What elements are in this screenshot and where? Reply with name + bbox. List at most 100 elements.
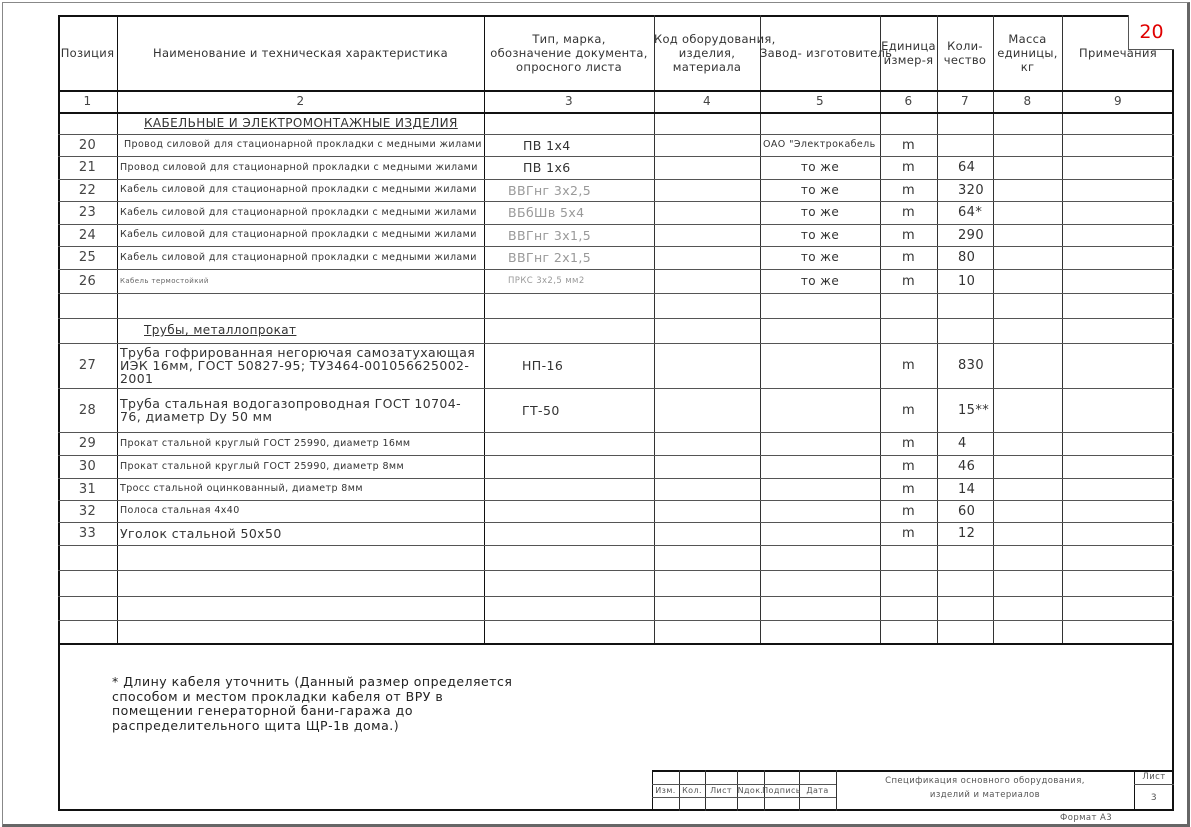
item-type: ПРКС 3х2,5 мм2 <box>508 275 585 286</box>
manufacturer: ОАО "Электрокабель <box>763 139 876 150</box>
row-divider <box>58 545 1174 546</box>
item-type: ВВГнг 3х2,5 <box>508 182 592 198</box>
column-header-5: Завод- изготовитель <box>760 15 892 90</box>
quantity: 14 <box>958 481 976 497</box>
item-type: НП-16 <box>522 358 564 373</box>
row-divider <box>58 156 1174 157</box>
item-name: Тросс стальной оцинкованный, диаметр 8мм <box>120 483 363 494</box>
title-block-divider <box>836 770 837 811</box>
position-number: 27 <box>78 358 97 373</box>
quantity: 64* <box>958 205 983 220</box>
unit: m <box>901 526 916 541</box>
title-block-top <box>652 770 1174 772</box>
column-number: 8 <box>1023 93 1032 108</box>
row-divider <box>58 570 1174 571</box>
column-header-text: кг <box>1020 59 1035 74</box>
title-block-divider <box>764 770 765 811</box>
column-header-text: Код оборудования, <box>654 31 776 46</box>
header-divider <box>58 112 1174 114</box>
unit: m <box>901 358 916 373</box>
item-type: ВБбШв 5х4 <box>508 205 585 220</box>
column-header-text: Наименование и техническая характеристик… <box>153 45 448 60</box>
item-name: Прокат стальной круглый ГОСТ 25990, диам… <box>120 460 405 472</box>
header-divider <box>58 90 1174 92</box>
quantity: 15** <box>958 402 990 418</box>
row-divider <box>58 522 1174 523</box>
item-name: Кабель силовой для стационарной прокладк… <box>120 184 477 195</box>
column-header-3: Тип, марка, обозначение документа, опросно… <box>484 15 654 90</box>
row-divider <box>58 269 1174 270</box>
unit: m <box>901 503 916 519</box>
column-number: 6 <box>904 93 913 108</box>
title-block-label: Nдок. <box>737 786 764 795</box>
column-header-7: Коли-чество <box>937 15 993 90</box>
column-divider <box>760 15 761 643</box>
column-divider <box>117 15 118 643</box>
column-header-8: Масса единицы, кг <box>993 15 1062 90</box>
row-divider <box>58 620 1174 621</box>
manufacturer: то же <box>800 273 840 288</box>
title-block-row <box>652 797 836 798</box>
item-name: Провод силовой для стационарной прокладк… <box>124 139 482 150</box>
item-type: ВВГнг 2х1,5 <box>508 250 592 265</box>
quantity: 80 <box>958 250 976 265</box>
position-number: 32 <box>78 503 97 519</box>
unit: m <box>901 436 916 451</box>
column-divider <box>993 15 994 643</box>
position-number: 26 <box>78 273 97 289</box>
row-divider <box>58 224 1174 225</box>
title-block-divider <box>737 770 738 811</box>
unit: m <box>901 205 916 220</box>
row-divider <box>58 455 1174 456</box>
unit: m <box>901 459 916 474</box>
column-divider <box>880 15 881 643</box>
footnote-line: способом и местом прокладки кабеля от ВР… <box>112 688 444 704</box>
item-type: ПВ 1х6 <box>523 160 571 175</box>
sheet-label: Лист <box>1142 772 1166 782</box>
row-divider <box>58 134 1174 135</box>
position-number: 24 <box>78 227 97 243</box>
sheet-number: 3 <box>1150 792 1158 803</box>
position-number: 20 <box>78 137 97 153</box>
column-number: 3 <box>564 93 574 108</box>
quantity: 320 <box>958 182 985 198</box>
column-header-text: чество <box>943 52 987 67</box>
unit: m <box>901 182 916 198</box>
title-block-description: изделий и материалов <box>929 789 1041 800</box>
position-number: 28 <box>78 402 97 418</box>
unit: m <box>901 273 916 289</box>
item-name: Труба стальная водогазопроводная ГОСТ 10… <box>120 396 462 424</box>
row-divider <box>58 596 1174 597</box>
title-block-edge <box>652 770 653 811</box>
column-number: 7 <box>960 93 970 108</box>
column-header-1: Позиция <box>58 15 117 90</box>
item-name: Уголок стальной 50х50 <box>120 526 282 541</box>
title-block-label: Дата <box>806 786 829 795</box>
row-divider <box>58 478 1174 479</box>
item-name: Кабель термостойкий <box>120 276 209 285</box>
position-number: 30 <box>78 459 97 474</box>
position-number: 29 <box>78 436 97 451</box>
title-block-divider <box>705 770 706 811</box>
section-heading: Трубы, металлопрокат <box>144 323 297 337</box>
item-name: Прокат стальной круглый ГОСТ 25990, диам… <box>120 437 411 449</box>
row-divider <box>58 201 1174 202</box>
column-header-text: Тип, марка, <box>532 31 606 46</box>
column-header-text: изделия, <box>678 45 736 60</box>
title-block-label: Кол. <box>682 786 702 795</box>
manufacturer: то же <box>800 250 840 264</box>
sheet-badge-number: 20 <box>1139 21 1164 43</box>
item-name: Труба гофрированная негорючая самозатуха… <box>120 345 476 386</box>
title-block-label: Подпись <box>762 786 801 795</box>
section-heading: КАБЕЛЬНЫЕ И ЭЛЕКТРОМОНТАЖНЫЕ ИЗДЕЛИЯ <box>144 115 458 130</box>
title-block-divider <box>1134 770 1135 811</box>
row-divider <box>58 343 1174 344</box>
title-block-row <box>652 784 836 785</box>
footnote: * Длину кабеля уточнить (Данный размер о… <box>112 674 512 733</box>
row-divider <box>58 246 1174 247</box>
column-header-text: Коли- <box>947 38 983 53</box>
quantity: 12 <box>958 526 976 541</box>
item-name: Кабель силовой для стационарной прокладк… <box>120 251 477 263</box>
quantity: 46 <box>958 459 976 474</box>
title-block-divider <box>799 770 800 811</box>
